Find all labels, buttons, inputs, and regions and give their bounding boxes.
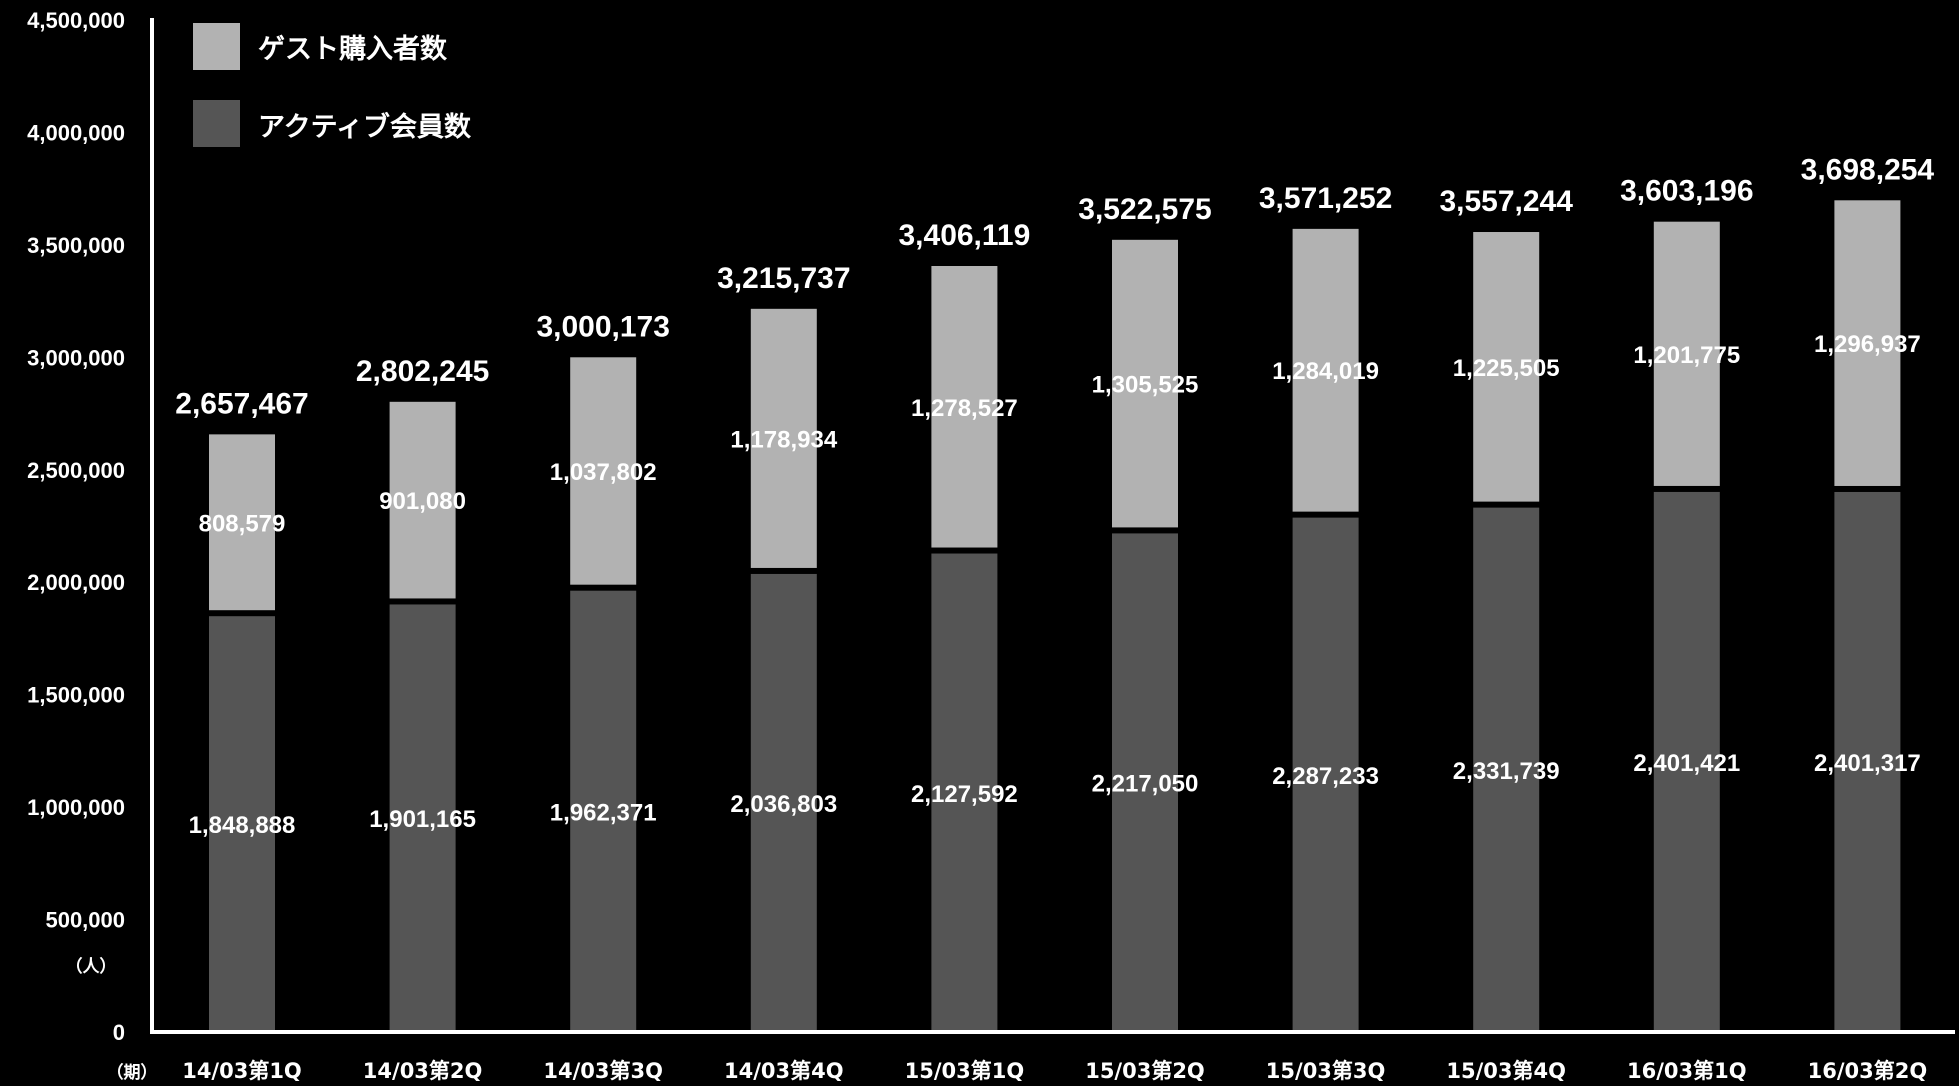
data-label-guest-purchasers: 1,201,775 [1633,342,1740,369]
data-label-guest-purchasers: 1,305,525 [1092,372,1199,399]
data-label-guest-purchasers: 1,037,802 [550,459,657,486]
data-label-guest-purchasers: 1,296,937 [1814,331,1921,358]
bar-guest-purchasers [1834,200,1901,486]
y-tick-label: 3,000,000 [27,345,125,370]
data-label-active-members: 2,287,233 [1272,763,1379,790]
y-tick-label: 4,500,000 [27,8,125,33]
y-tick-label: 0 [113,1020,125,1045]
bar-active-members [750,573,817,1032]
legend-swatch-guest-purchasers [193,23,240,70]
data-label-active-members: 2,331,739 [1453,758,1560,785]
total-label: 3,000,173 [536,310,669,343]
bar-active-members [1112,533,1178,1032]
y-tick-label: 500,000 [45,908,125,933]
data-label-guest-purchasers: 1,278,527 [911,395,1018,422]
data-label-active-members: 2,127,592 [911,781,1018,808]
bar-active-members [570,590,637,1032]
x-tick-label: 14/03第1Q [182,1059,302,1083]
data-label-guest-purchasers: 808,579 [199,510,286,537]
x-tick-label: 14/03第3Q [543,1059,663,1083]
total-label: 3,215,737 [717,262,850,295]
total-label: 3,603,196 [1620,175,1753,208]
x-tick-label: 16/03第1Q [1627,1059,1747,1083]
x-tick-label: 14/03第4Q [724,1059,844,1083]
legend-swatch-active-members [193,100,240,147]
total-label: 3,571,252 [1259,182,1392,215]
legend-label-active-members: アクティブ会員数 [258,111,472,143]
data-label-active-members: 2,036,803 [730,791,837,818]
bars-layer [209,200,1901,1033]
bar-guest-purchasers [1653,221,1720,486]
total-label: 3,557,244 [1439,185,1573,218]
x-tick-label: 15/03第2Q [1085,1059,1205,1083]
labels-layer: 1,848,888 808,579 2,657,467 14/03第1Q 1,901,1… [175,153,1934,1083]
y-tick-label: 1,500,000 [27,683,125,708]
total-label: 3,522,575 [1078,193,1211,226]
bar-active-members [931,553,998,1032]
bar-guest-purchasers [389,401,456,599]
data-label-active-members: 1,901,165 [369,806,476,833]
data-label-active-members: 2,401,421 [1633,750,1740,777]
data-label-active-members: 2,217,050 [1092,771,1199,798]
bar-active-members [1834,491,1901,1033]
total-label: 2,657,467 [175,387,308,420]
bar-active-members [389,604,456,1032]
y-tick-label: 2,000,000 [27,570,125,595]
y-axis-unit-label: （人） [66,956,117,977]
x-tick-label: 16/03第2Q [1808,1059,1928,1083]
bar-active-members [1473,507,1540,1032]
data-label-guest-purchasers: 1,284,019 [1272,358,1379,385]
total-label: 3,406,119 [898,219,1030,252]
axes-layer: 0 500,000 1,000,000 1,500,000 2,000,000 2,500… [27,8,1955,1045]
data-label-guest-purchasers: 1,225,505 [1453,355,1560,382]
data-label-active-members: 1,962,371 [550,799,657,826]
y-tick-label: 1,000,000 [27,795,125,820]
data-label-guest-purchasers: 1,178,934 [730,426,837,453]
data-label-active-members: 1,848,888 [189,812,296,839]
bar-guest-purchasers [570,357,637,585]
total-label: 3,698,254 [1801,153,1935,186]
legend-label-guest-purchasers: ゲスト購入者数 [258,34,448,65]
bar-guest-purchasers [931,266,998,548]
bar-active-members [1292,517,1359,1032]
data-label-active-members: 2,401,317 [1814,750,1921,777]
x-tick-label: 15/03第4Q [1446,1059,1566,1083]
x-tick-label: 15/03第1Q [905,1059,1025,1083]
bar-guest-purchasers [1112,239,1178,528]
x-tick-label: 14/03第2Q [363,1059,483,1083]
bar-guest-purchasers [1292,228,1359,512]
data-label-guest-purchasers: 901,080 [379,488,466,515]
bar-active-members [1653,491,1720,1032]
x-tick-label: 15/03第3Q [1266,1059,1386,1083]
total-label: 2,802,245 [356,355,489,388]
y-tick-label: 3,500,000 [27,233,125,258]
bar-active-members [209,616,275,1032]
legend: ゲスト購入者数 アクティブ会員数 [193,23,472,147]
bar-guest-purchasers [209,434,275,611]
y-tick-label: 2,500,000 [27,458,125,483]
x-axis-unit-label: （期） [107,1062,158,1083]
bar-guest-purchasers [1473,232,1540,502]
y-tick-label: 4,000,000 [27,120,125,145]
bar-guest-purchasers [750,308,817,568]
